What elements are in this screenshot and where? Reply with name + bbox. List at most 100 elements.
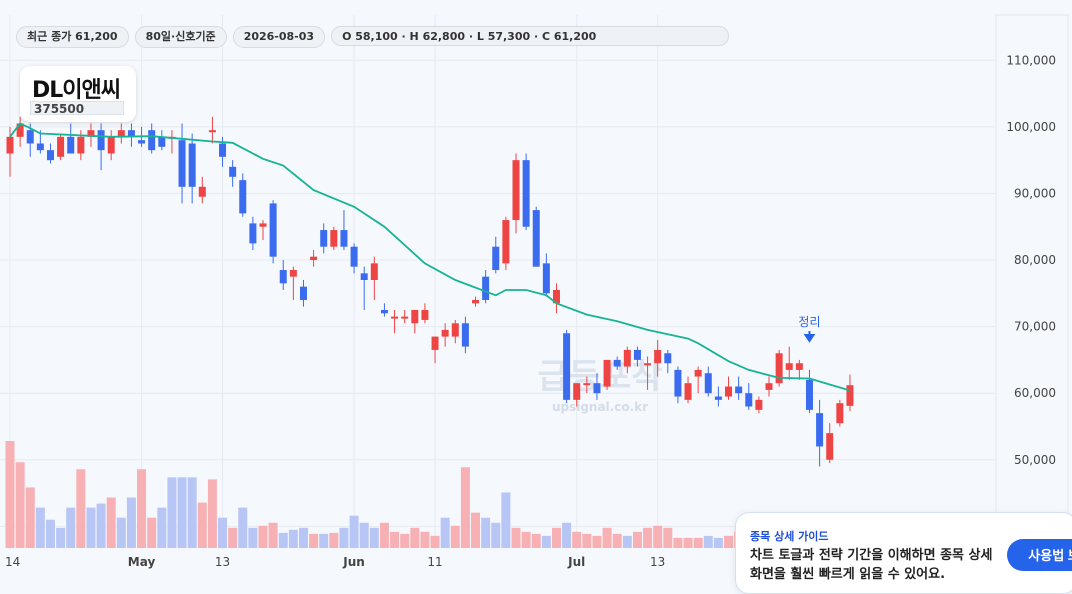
volume-bar bbox=[562, 522, 572, 548]
signal-annotation: 정리 bbox=[798, 315, 821, 343]
signal-basis-chip[interactable]: 80일·신호기준 bbox=[134, 26, 227, 48]
candle-body bbox=[239, 180, 247, 214]
candle-body bbox=[613, 359, 621, 367]
volume-bar bbox=[116, 517, 126, 548]
candle-body bbox=[127, 130, 135, 137]
volume-bar bbox=[643, 527, 653, 548]
candle-body bbox=[846, 385, 854, 406]
candle-body bbox=[370, 263, 378, 280]
volume-bar bbox=[228, 527, 238, 548]
candle-body bbox=[472, 299, 480, 304]
price-chart[interactable]: 급등포착 upsignal.co.kr 110,000100,00090,000… bbox=[0, 0, 1072, 579]
volume-bar bbox=[703, 535, 713, 548]
candle-body bbox=[461, 323, 469, 347]
candle-body bbox=[451, 323, 459, 337]
volume-bar bbox=[147, 517, 157, 548]
volume-bar bbox=[177, 477, 187, 548]
volume-bar bbox=[329, 532, 339, 548]
y-tick-label: 110,000 bbox=[1006, 53, 1056, 67]
candle-body bbox=[340, 230, 348, 247]
y-axis-ticks: 110,000 100,000 90,000 80,000 70,000 60,000 50… bbox=[1006, 53, 1056, 533]
volume-bar bbox=[450, 525, 460, 548]
volume-bar bbox=[187, 477, 197, 548]
candle-body bbox=[836, 403, 844, 424]
volume-bar bbox=[66, 507, 76, 548]
volume-bar bbox=[106, 497, 116, 548]
volume-bar bbox=[693, 537, 703, 548]
candle-body bbox=[67, 136, 75, 154]
volume-bar bbox=[420, 531, 430, 548]
volume-bar bbox=[481, 517, 491, 548]
candle-body bbox=[401, 316, 409, 319]
candle-body bbox=[654, 349, 662, 364]
x-tick-label: Jul bbox=[567, 555, 585, 569]
volume-bar bbox=[521, 531, 531, 548]
volume-bar bbox=[511, 527, 521, 548]
candle-body bbox=[765, 383, 773, 390]
candle-body bbox=[704, 373, 712, 394]
volume-bar bbox=[207, 479, 217, 548]
candle-body bbox=[229, 166, 237, 177]
volume-bar bbox=[430, 535, 440, 548]
y-tick-label: 100,000 bbox=[1006, 120, 1056, 134]
usage-guide-button[interactable]: 사용법 보기 bbox=[1007, 539, 1072, 571]
candle-body bbox=[310, 256, 318, 261]
volume-bar bbox=[319, 533, 329, 548]
candle-body bbox=[522, 160, 530, 227]
volume-bar bbox=[713, 537, 723, 548]
x-tick-label: 13 bbox=[650, 555, 665, 569]
candle-body bbox=[158, 136, 166, 147]
candle-body bbox=[117, 130, 125, 137]
volume-bar bbox=[157, 507, 167, 548]
moving-average-line bbox=[9, 122, 851, 392]
candle-body bbox=[57, 136, 65, 157]
volume-bar bbox=[167, 477, 177, 548]
candle-body bbox=[816, 413, 824, 447]
volume-bar bbox=[440, 517, 450, 548]
volume-bar bbox=[471, 512, 481, 548]
candle-body bbox=[198, 186, 206, 197]
candle-body bbox=[583, 383, 591, 386]
candle-body bbox=[107, 136, 115, 154]
candle-body bbox=[603, 359, 611, 387]
volume-bar bbox=[15, 462, 25, 548]
candle-body bbox=[330, 230, 338, 247]
volume-bar bbox=[572, 531, 582, 548]
candle-body bbox=[97, 130, 105, 151]
candle-body bbox=[16, 123, 24, 137]
volume-bar bbox=[238, 507, 248, 548]
x-tick-label: 13 bbox=[215, 555, 230, 569]
volume-bar bbox=[683, 537, 693, 548]
candlesticks bbox=[6, 116, 854, 467]
x-tick-label: 11 bbox=[427, 555, 442, 569]
candle-body bbox=[6, 136, 14, 154]
candle-body bbox=[542, 263, 550, 294]
y-tick-label: 50,000 bbox=[1014, 453, 1056, 467]
y-axis-panel bbox=[995, 14, 1069, 565]
guide-body: 차트 토글과 전략 기간을 이해하면 종목 상세 화면을 훨씬 빠르게 읽을 수… bbox=[750, 548, 993, 582]
watermark-url: upsignal.co.kr bbox=[552, 400, 648, 414]
candle-body bbox=[735, 386, 743, 394]
volume-bar bbox=[339, 527, 349, 548]
candle-body bbox=[482, 276, 490, 300]
volume-bar bbox=[653, 525, 663, 548]
candle-body bbox=[684, 383, 692, 400]
candle-body bbox=[26, 130, 34, 144]
volume-bar bbox=[197, 502, 207, 548]
chart-plot-area bbox=[0, 15, 996, 564]
volume-bar bbox=[268, 522, 278, 548]
grid-lines bbox=[0, 15, 996, 549]
volume-bar bbox=[359, 522, 369, 548]
volume-bar bbox=[298, 527, 308, 548]
volume-bar bbox=[369, 527, 379, 548]
candle-body bbox=[633, 349, 641, 360]
volume-bar bbox=[531, 533, 541, 548]
candle-body bbox=[269, 203, 277, 257]
candle-body bbox=[745, 393, 753, 407]
arrow-down-icon bbox=[803, 331, 816, 343]
volume-bar bbox=[460, 467, 470, 548]
candle-body bbox=[411, 309, 419, 324]
volume-bar bbox=[602, 527, 612, 548]
candle-body bbox=[755, 399, 763, 410]
candle-body bbox=[380, 309, 388, 314]
